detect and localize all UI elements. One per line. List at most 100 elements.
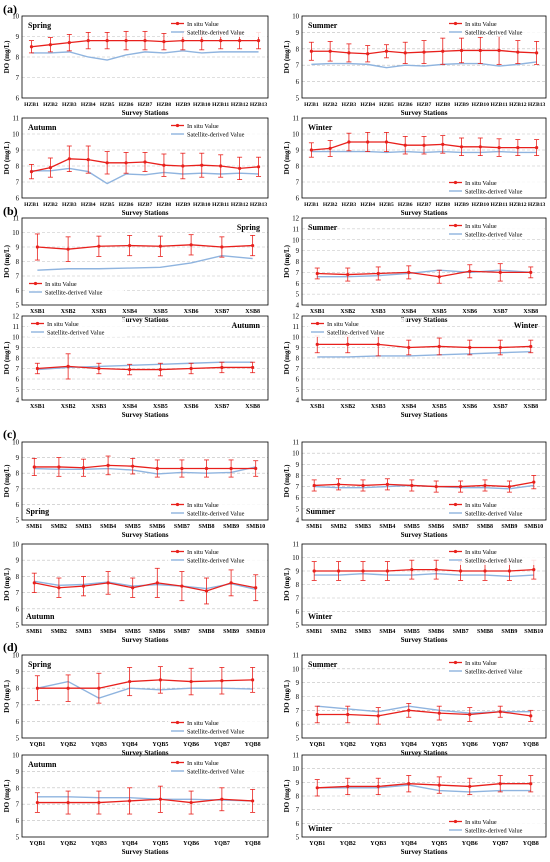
y-tick-label: 4	[296, 398, 300, 405]
satellite-series-line	[34, 466, 256, 475]
x-tick-label: SMB5	[125, 629, 141, 635]
x-tick-label: YQB7	[492, 841, 508, 847]
insitu-point	[204, 466, 209, 471]
legend-insitu-label: In situ Value	[187, 502, 219, 509]
y-tick-label: 9	[16, 455, 20, 462]
x-tick-label: HZB3	[62, 202, 77, 208]
insitu-point	[529, 270, 533, 274]
legend-box	[168, 757, 266, 776]
insitu-point	[251, 243, 255, 248]
panel-a-autumn: 6 7 8 9 10 11 HZB1 HZB2 HZB3 HZB4 HZB5 HZB6 HZB7 HZB8…	[3, 116, 269, 217]
legend: In situ Value Satellite-derived Value	[446, 816, 544, 835]
x-tick-label: SMB4	[100, 629, 116, 635]
insitu-point	[220, 245, 224, 249]
x-tick-label: SMB10	[524, 524, 543, 530]
y-axis-label: DO (mg/L)	[283, 40, 291, 74]
insitu-point	[204, 589, 209, 593]
y-tick-label: 9	[296, 345, 300, 352]
x-tick-label: SMB8	[477, 629, 493, 635]
satellite-series-line	[37, 680, 253, 699]
legend-satellite-label: Satellite-derived Value	[465, 828, 523, 835]
insitu-point	[459, 48, 464, 53]
y-tick-label: 7	[16, 802, 20, 809]
x-tick-label: HZB4	[360, 102, 375, 108]
y-tick-label: 10	[12, 14, 19, 21]
x-tick-label: HZB6	[119, 202, 134, 208]
legend-box	[168, 18, 266, 37]
insitu-point	[347, 51, 351, 55]
y-tick-label: 10	[292, 555, 299, 562]
y-tick-label: 8	[296, 582, 300, 589]
legend-insitu-label: In situ Value	[465, 549, 497, 556]
y-tick-label: 5	[296, 623, 300, 630]
plot-frame	[21, 654, 269, 739]
x-tick-label: SMB9	[501, 524, 517, 530]
legend-box	[446, 816, 544, 835]
insitu-point	[143, 39, 147, 43]
insitu-series-line	[37, 798, 253, 804]
x-tick-label: XSB3	[371, 309, 386, 315]
legend-insitu-marker	[453, 660, 458, 665]
x-tick-label: HZB12	[509, 202, 527, 208]
insitu-point	[155, 581, 159, 585]
x-tick-label: SMB3	[355, 629, 371, 635]
x-tick-label: HZB7	[138, 202, 153, 208]
x-tick-label: HZB8	[157, 102, 172, 108]
x-tick-label: YQB4	[122, 841, 138, 847]
x-tick-label: HZB9	[176, 102, 191, 108]
y-tick-label: 6	[296, 609, 300, 616]
x-axis-label: Survey Stations	[401, 209, 448, 217]
y-axis-label: DO (mg/L)	[3, 779, 11, 813]
x-tick-label: YQB8	[523, 742, 539, 748]
legend-insitu-marker	[175, 760, 180, 765]
group-label: (c)	[3, 427, 16, 441]
x-tick-label: HZB3	[62, 102, 77, 108]
y-tick-label: 6	[16, 502, 20, 509]
insitu-point	[366, 140, 370, 144]
x-tick-label: YQB7	[214, 841, 230, 847]
x-tick-label: YQB6	[462, 742, 478, 748]
x-tick-label: YQB7	[214, 742, 230, 748]
insitu-point	[337, 569, 341, 573]
x-tick-label: HZB2	[323, 202, 338, 208]
insitu-point	[347, 140, 351, 144]
x-tick-label: HZB13	[250, 102, 268, 108]
insitu-point	[532, 568, 536, 572]
y-tick-label: 12	[12, 314, 19, 321]
panel-d-autumn: 5 6 7 8 9 10 YQB1 YQB2 YQB3 YQB4 YQB5 YQB6 YQB7 YQB8 S…	[3, 753, 269, 856]
x-tick-label: XSB8	[523, 404, 538, 410]
x-tick-label: SMB5	[125, 524, 141, 530]
y-tick-label: 5	[16, 835, 20, 842]
season-title: Summer	[306, 507, 336, 516]
y-tick-label: 6	[16, 96, 20, 103]
y-tick-label: 10	[12, 230, 19, 237]
y-tick-label: 9	[16, 669, 20, 676]
x-tick-label: HZB8	[435, 102, 450, 108]
insitu-point	[407, 708, 411, 712]
insitu-point	[384, 49, 389, 53]
y-tick-label: 8	[296, 473, 300, 480]
legend-box	[168, 546, 266, 565]
insitu-series-line	[317, 709, 531, 717]
x-tick-label: HZB13	[528, 102, 546, 108]
insitu-point	[128, 799, 132, 803]
x-tick-label: SMB4	[379, 629, 395, 635]
plot-frame	[301, 15, 547, 99]
x-tick-label: HZB12	[231, 202, 249, 208]
legend-box	[28, 318, 126, 337]
legend: In situ Value Satellite-derived Value	[168, 499, 266, 518]
insitu-point	[238, 39, 242, 43]
y-tick-label: 11	[292, 653, 299, 660]
x-tick-label: XSB4	[401, 404, 416, 410]
y-tick-label: 11	[12, 324, 19, 331]
insitu-point	[256, 165, 261, 169]
x-tick-label: YQB4	[401, 841, 417, 847]
insitu-point	[459, 569, 463, 573]
x-tick-label: XSB5	[432, 404, 447, 410]
y-tick-label: 4	[296, 518, 300, 525]
insitu-point	[532, 480, 536, 484]
x-tick-label: HZB7	[417, 202, 432, 208]
x-tick-label: YQB1	[29, 841, 45, 847]
legend: In situ Value Satellite-derived Value	[168, 717, 266, 736]
insitu-point	[516, 146, 520, 150]
